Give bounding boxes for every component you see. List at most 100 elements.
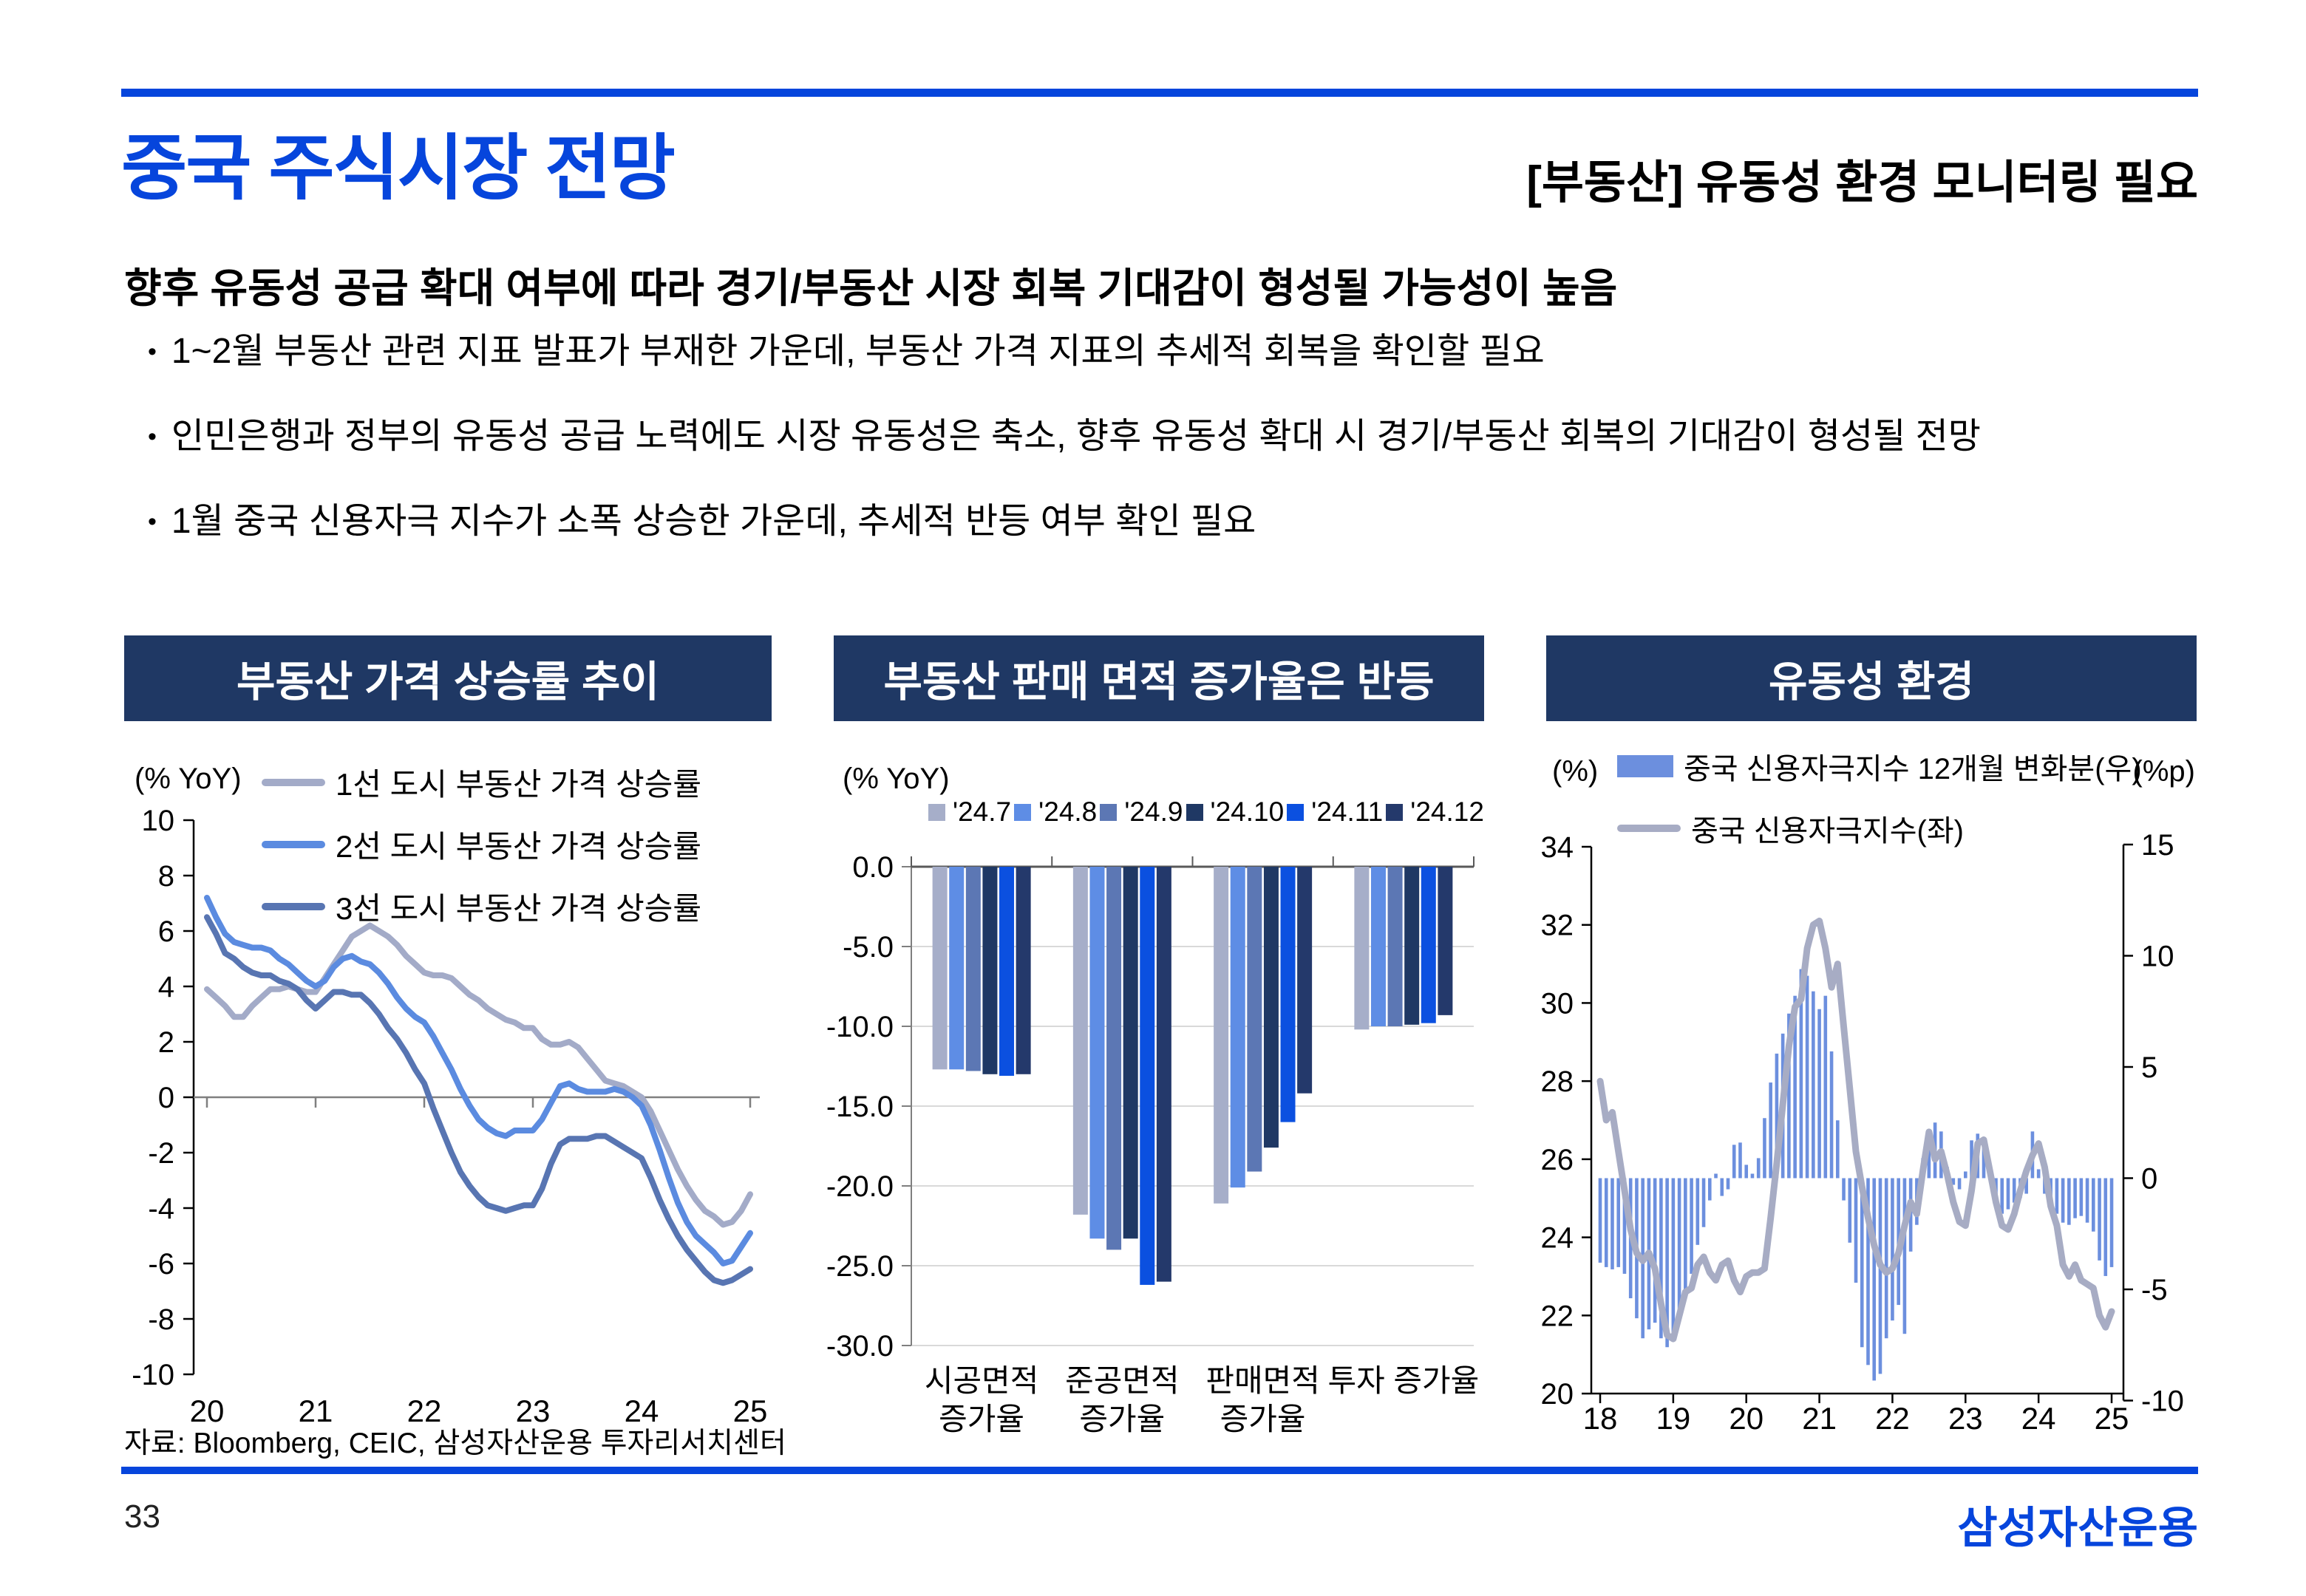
panel-title: 부동산 가격 상승률 추이 — [124, 635, 772, 721]
svg-text:32: 32 — [1541, 910, 1574, 942]
bullet-text: 인민은행과 정부의 유동성 공급 노력에도 시장 유동성은 축소, 향후 유동성… — [171, 417, 1981, 456]
svg-text:-8: -8 — [148, 1303, 174, 1336]
legend-item: 1선 도시 부동산 가격 상승률 — [262, 760, 701, 805]
panel-price-growth: 부동산 가격 상승률 추이 (% YoY) 1선 도시 부동산 가격 상승률 2… — [124, 635, 772, 1456]
svg-text:20: 20 — [1729, 1401, 1763, 1436]
legend-label: '24.11 — [1311, 797, 1384, 827]
legend-label: 중국 신용자극지수 12개월 변화분(우) — [1684, 753, 2142, 785]
line-swatch-icon — [262, 840, 325, 848]
bullet-icon: • — [148, 423, 157, 451]
legend-item: '24.11 — [1287, 797, 1383, 828]
svg-text:판매면적: 판매면적 — [1205, 1363, 1320, 1398]
svg-text:15: 15 — [2141, 829, 2174, 862]
svg-text:-10: -10 — [132, 1359, 174, 1391]
legend-item: 2선 도시 부동산 가격 상승률 — [262, 822, 701, 867]
right-axis-unit-label: (%p) — [2132, 755, 2195, 788]
legend-item: '24.8 — [1014, 797, 1097, 828]
svg-text:19: 19 — [1656, 1401, 1691, 1436]
svg-text:30: 30 — [1541, 987, 1574, 1020]
panel-title: 부동산 판매 면적 증가율은 반등 — [834, 635, 1484, 721]
page-number: 33 — [124, 1498, 160, 1535]
legend-item: '24.10 — [1186, 797, 1284, 828]
svg-text:8: 8 — [158, 860, 174, 893]
svg-text:-5.0: -5.0 — [843, 931, 894, 964]
svg-text:0: 0 — [158, 1082, 174, 1114]
svg-text:-30.0: -30.0 — [826, 1330, 894, 1363]
legend-item: '24.9 — [1100, 797, 1183, 828]
svg-text:5: 5 — [2141, 1051, 2157, 1084]
svg-text:-2: -2 — [148, 1137, 174, 1170]
square-swatch-icon — [1014, 803, 1032, 821]
svg-text:-6: -6 — [148, 1248, 174, 1280]
svg-text:투자 증가율: 투자 증가율 — [1327, 1363, 1479, 1398]
svg-text:24: 24 — [2021, 1401, 2056, 1436]
svg-text:26: 26 — [1541, 1144, 1574, 1176]
svg-text:0.0: 0.0 — [852, 851, 894, 884]
legend-label: '24.7 — [953, 797, 1012, 827]
panel-sales-area: 부동산 판매 면적 증가율은 반등 (% YoY) '24.7 '24.8 '2… — [826, 635, 1484, 1456]
svg-text:25: 25 — [733, 1394, 768, 1428]
svg-text:시공면적: 시공면적 — [925, 1363, 1039, 1398]
svg-text:6: 6 — [158, 915, 174, 948]
legend-label: 1선 도시 부동산 가격 상승률 — [336, 767, 702, 802]
top-divider — [121, 89, 2198, 97]
square-swatch-icon — [1386, 803, 1404, 821]
bar-swatch-icon — [1617, 755, 1673, 777]
square-swatch-icon — [1287, 803, 1305, 821]
svg-text:-10: -10 — [2141, 1385, 2184, 1418]
bullet-icon: • — [148, 508, 157, 536]
svg-text:28: 28 — [1541, 1065, 1574, 1098]
axis-unit-label: (% YoY) — [843, 763, 950, 795]
legend-label: 3선 도시 부동산 가격 상승률 — [336, 891, 702, 926]
line-swatch-icon — [262, 778, 325, 786]
bottom-divider — [121, 1467, 2198, 1474]
bullet-list: • 1~2월 부동산 관련 지표 발표가 부재한 가운데, 부동산 가격 지표의 … — [148, 331, 1981, 586]
svg-text:-10.0: -10.0 — [826, 1011, 894, 1043]
svg-text:21: 21 — [299, 1394, 333, 1428]
bullet-text: 1~2월 부동산 관련 지표 발표가 부재한 가운데, 부동산 가격 지표의 추… — [171, 332, 1545, 371]
svg-text:2: 2 — [158, 1026, 174, 1059]
square-swatch-icon — [928, 803, 945, 821]
page-title: 중국 주식시장 전망 — [121, 128, 676, 208]
svg-text:20: 20 — [1541, 1378, 1574, 1411]
square-swatch-icon — [1100, 803, 1118, 821]
legend-item: 중국 신용자극지수(좌) — [1617, 807, 2142, 850]
lead-statement: 향후 유동성 공급 확대 여부에 따라 경기/부동산 시장 회복 기대감이 형성… — [124, 265, 1618, 311]
legend-label: 중국 신용자극지수(좌) — [1691, 815, 1964, 848]
svg-text:준공면적: 준공면적 — [1065, 1363, 1180, 1398]
legend-label: '24.12 — [1410, 797, 1484, 827]
panel-liquidity: 유동성 환경 (%) (%p) 중국 신용자극지수 12개월 변화분(우) 중국… — [1541, 635, 2197, 1456]
chart1-legend: 1선 도시 부동산 가격 상승률 2선 도시 부동산 가격 상승률 3선 도시 … — [262, 760, 701, 929]
svg-text:25: 25 — [2095, 1401, 2129, 1436]
chart2-legend: '24.7 '24.8 '24.9 '24.10 '24.11 '24.12 — [928, 797, 1484, 828]
svg-text:-15.0: -15.0 — [826, 1091, 894, 1123]
bullet-item: • 1~2월 부동산 관련 지표 발표가 부재한 가운데, 부동산 가격 지표의 … — [148, 331, 1981, 372]
legend-item: 중국 신용자극지수 12개월 변화분(우) — [1617, 745, 2142, 788]
svg-text:-4: -4 — [148, 1193, 174, 1225]
svg-text:18: 18 — [1583, 1401, 1618, 1436]
combo-chart-liquidity: 34 32 30 28 26 24 22 20 15 10 5 0 -5 -10 18 19 20 21 22 23 2… — [1541, 829, 2184, 1436]
bullet-item: • 인민은행과 정부의 유동성 공급 노력에도 시장 유동성은 축소, 향후 유동… — [148, 416, 1981, 457]
svg-text:22: 22 — [407, 1394, 442, 1428]
legend-item: '24.12 — [1386, 797, 1484, 828]
legend-label: '24.8 — [1038, 797, 1098, 827]
svg-text:20: 20 — [190, 1394, 225, 1428]
legend-item: 3선 도시 부동산 가격 상승률 — [262, 884, 701, 929]
bullet-text: 1월 중국 신용자극 지수가 소폭 상승한 가운데, 추세적 반등 여부 확인 … — [171, 502, 1256, 541]
panel-title: 유동성 환경 — [1546, 635, 2197, 721]
svg-text:-20.0: -20.0 — [826, 1170, 894, 1203]
svg-text:22: 22 — [1875, 1401, 1910, 1436]
svg-text:0: 0 — [2141, 1163, 2157, 1196]
svg-text:4: 4 — [158, 971, 174, 1003]
bullet-item: • 1월 중국 신용자극 지수가 소폭 상승한 가운데, 추세적 반등 여부 확인… — [148, 501, 1981, 542]
legend-label: 2선 도시 부동산 가격 상승률 — [336, 829, 702, 864]
chart3-legend: 중국 신용자극지수 12개월 변화분(우) 중국 신용자극지수(좌) — [1617, 745, 2142, 850]
svg-text:-5: -5 — [2141, 1274, 2168, 1306]
legend-item: '24.7 — [928, 797, 1011, 828]
svg-text:24: 24 — [1541, 1222, 1574, 1255]
svg-text:10: 10 — [2141, 941, 2174, 973]
company-logo: 삼성자산운용 — [1957, 1504, 2198, 1552]
svg-text:23: 23 — [516, 1394, 551, 1428]
svg-text:24: 24 — [625, 1394, 659, 1428]
section-subtitle: [부동산] 유동성 환경 모니터링 필요 — [1526, 157, 2198, 208]
